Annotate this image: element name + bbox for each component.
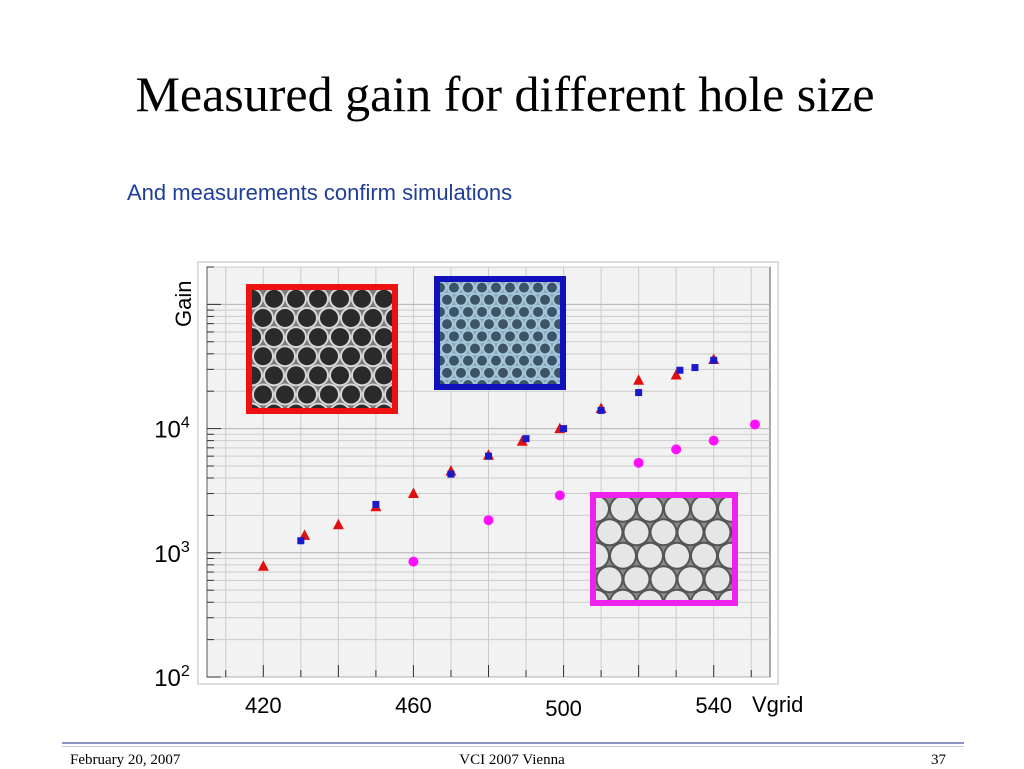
slide-title: Measured gain for different hole size [135,66,875,122]
footer-page-number: 37 [931,752,946,768]
slide-subtitle: And measurements confirm simulations [127,180,513,205]
data-point-triangle [633,374,645,385]
axis-tick-marks [207,266,752,678]
data-point-triangle [257,560,269,571]
axis-labels: 420 460 500 540 102 103 104 Vgrid Gain [154,281,803,721]
x-tick-label: 460 [395,693,432,718]
data-point-square [597,406,605,414]
data-point-square [297,537,305,545]
data-point-circle [708,435,719,446]
data-points [257,353,760,571]
data-point-circle [633,457,644,468]
gain-scatter-chart: 420 460 500 540 102 103 104 Vgrid Gain [154,261,803,721]
y-tick-label: 102 [154,663,190,692]
footer-divider [62,742,964,744]
data-point-square [635,389,643,397]
data-point-triangle [670,369,682,380]
series-circle [408,419,760,567]
inset-hole-pattern [252,290,392,408]
data-point-triangle [516,435,528,446]
data-point-triangle [407,487,419,499]
data-point-square [447,470,455,478]
footer-event: VCI 2007 Vienna [459,752,565,768]
data-point-circle [554,490,565,501]
y-tick-label: 104 [154,415,190,444]
data-point-circle [483,515,494,526]
large-hole-micrograph [590,492,738,606]
data-point-square [522,435,530,443]
dense-hole-micrograph [434,276,566,390]
data-point-square [372,500,380,508]
data-point-circle [671,444,682,455]
data-point-square [676,366,684,374]
footer-date: February 20, 2007 [70,752,181,768]
footer-divider-thin [62,746,964,747]
x-tick-label: 500 [545,696,582,721]
inset-hole-pattern [596,498,732,600]
x-tick-label: 420 [245,693,282,718]
data-point-square [710,356,718,364]
data-point-square [691,364,699,372]
x-axis-title: Vgrid [752,692,803,717]
micrograph-insets [246,276,738,606]
data-point-square [485,452,492,460]
y-tick-label: 103 [154,539,190,568]
series-square [297,356,718,545]
y-axis-title: Gain [171,281,196,327]
small-hole-micrograph [246,284,398,414]
data-point-circle [749,419,760,430]
inset-hole-pattern [440,282,560,384]
x-tick-label: 540 [695,693,732,718]
data-point-circle [408,556,419,567]
data-point-triangle [332,518,344,530]
data-point-square [560,425,568,433]
